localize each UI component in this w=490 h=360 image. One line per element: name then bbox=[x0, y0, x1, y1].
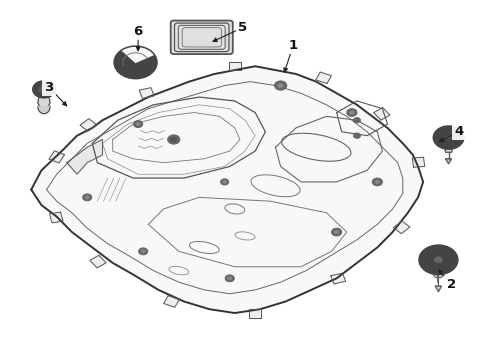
Circle shape bbox=[38, 85, 49, 94]
Text: 1: 1 bbox=[289, 39, 298, 51]
Circle shape bbox=[439, 130, 459, 145]
Circle shape bbox=[446, 136, 451, 139]
Text: 2: 2 bbox=[446, 278, 456, 291]
Polygon shape bbox=[38, 97, 50, 107]
Polygon shape bbox=[49, 212, 63, 223]
Circle shape bbox=[434, 257, 442, 263]
Circle shape bbox=[419, 245, 458, 274]
Circle shape bbox=[85, 196, 89, 199]
Polygon shape bbox=[430, 252, 447, 267]
Circle shape bbox=[274, 81, 287, 90]
Text: 5: 5 bbox=[238, 21, 247, 34]
Polygon shape bbox=[316, 72, 331, 84]
Circle shape bbox=[278, 84, 283, 87]
Text: 4: 4 bbox=[454, 125, 464, 138]
Circle shape bbox=[168, 135, 180, 144]
Polygon shape bbox=[229, 62, 241, 70]
Polygon shape bbox=[393, 221, 410, 234]
Circle shape bbox=[83, 194, 92, 201]
Polygon shape bbox=[435, 286, 441, 292]
Circle shape bbox=[141, 250, 145, 253]
Circle shape bbox=[134, 121, 143, 127]
Circle shape bbox=[42, 87, 47, 91]
Circle shape bbox=[332, 228, 342, 236]
Circle shape bbox=[347, 109, 357, 116]
Circle shape bbox=[228, 277, 232, 280]
Polygon shape bbox=[49, 151, 65, 163]
Polygon shape bbox=[444, 145, 453, 152]
Circle shape bbox=[225, 275, 234, 282]
Polygon shape bbox=[38, 107, 50, 114]
Polygon shape bbox=[445, 159, 452, 164]
Text: 3: 3 bbox=[45, 81, 54, 94]
Circle shape bbox=[372, 178, 382, 186]
Circle shape bbox=[220, 179, 229, 185]
Circle shape bbox=[353, 133, 361, 138]
Polygon shape bbox=[31, 66, 423, 313]
Polygon shape bbox=[90, 255, 106, 268]
Polygon shape bbox=[331, 273, 345, 284]
Polygon shape bbox=[249, 309, 261, 318]
Circle shape bbox=[443, 134, 454, 141]
Circle shape bbox=[136, 122, 140, 126]
Text: 6: 6 bbox=[133, 25, 143, 38]
Circle shape bbox=[349, 111, 354, 114]
Circle shape bbox=[114, 46, 157, 78]
Circle shape bbox=[353, 117, 361, 123]
Polygon shape bbox=[164, 296, 179, 307]
Polygon shape bbox=[67, 140, 102, 174]
Polygon shape bbox=[122, 46, 154, 62]
Circle shape bbox=[223, 180, 226, 183]
FancyBboxPatch shape bbox=[171, 21, 233, 54]
Circle shape bbox=[334, 230, 339, 234]
Circle shape bbox=[33, 81, 55, 98]
Circle shape bbox=[433, 126, 464, 149]
Polygon shape bbox=[413, 157, 425, 167]
Polygon shape bbox=[374, 108, 390, 120]
Circle shape bbox=[171, 137, 177, 142]
Circle shape bbox=[375, 180, 380, 184]
Circle shape bbox=[139, 248, 148, 255]
Polygon shape bbox=[139, 87, 154, 98]
Polygon shape bbox=[80, 119, 97, 131]
Polygon shape bbox=[433, 274, 443, 278]
